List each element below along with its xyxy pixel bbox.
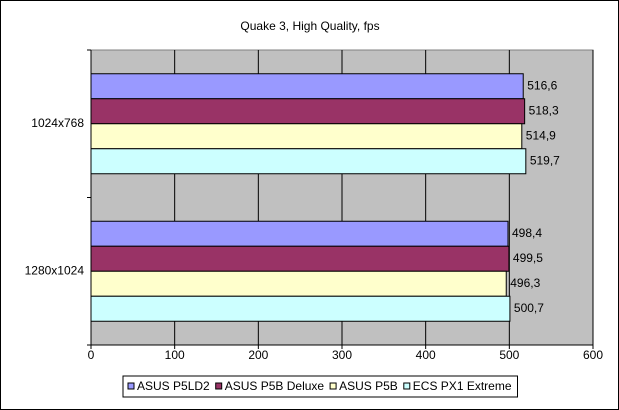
value-label: 499,5: [513, 251, 543, 265]
legend-swatch: [403, 382, 411, 390]
bar: [90, 73, 524, 100]
chart-title: Quake 3, High Quality, fps: [240, 19, 379, 33]
x-tick-label: 200: [248, 348, 268, 362]
value-label: 498,4: [512, 226, 542, 240]
value-label: 516,6: [527, 78, 557, 92]
bar: [90, 148, 527, 175]
bar: [90, 123, 523, 150]
legend-swatch: [329, 382, 337, 390]
legend-swatch: [215, 382, 223, 390]
x-tick-label: 500: [499, 348, 519, 362]
legend: [122, 375, 518, 398]
bar: [90, 245, 510, 272]
y-tick-label: 1280x1024: [25, 263, 85, 277]
bar: [90, 220, 509, 247]
x-tick-label: 0: [88, 348, 95, 362]
value-label: 500,7: [514, 301, 544, 315]
x-tick-label: 300: [332, 348, 352, 362]
value-label: 496,3: [510, 276, 540, 290]
bar: [90, 295, 511, 322]
x-tick-label: 400: [416, 348, 436, 362]
bar: [90, 98, 526, 125]
value-label: 519,7: [530, 153, 560, 167]
legend-label: ECS PX1 Extreme: [413, 379, 512, 393]
legend-label: ASUS P5LD2: [137, 379, 210, 393]
y-tick-label: 1024x768: [31, 116, 84, 130]
legend-swatch: [127, 382, 135, 390]
x-tick-label: 600: [583, 348, 603, 362]
legend-label: ASUS P5B: [339, 379, 398, 393]
value-label: 514,9: [526, 128, 556, 142]
x-tick-label: 100: [165, 348, 185, 362]
value-label: 518,3: [529, 103, 559, 117]
legend-label: ASUS P5B Deluxe: [225, 379, 325, 393]
bar: [90, 270, 507, 297]
